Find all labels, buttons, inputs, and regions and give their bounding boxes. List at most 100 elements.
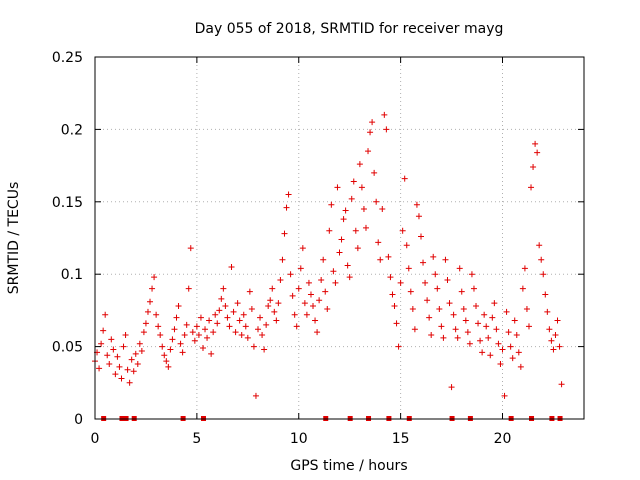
data-point bbox=[138, 347, 145, 354]
data-point bbox=[128, 356, 135, 363]
data-point bbox=[401, 175, 408, 182]
data-point bbox=[542, 291, 549, 298]
data-point bbox=[224, 314, 231, 321]
data-point bbox=[305, 279, 312, 286]
data-point bbox=[528, 184, 535, 191]
data-point bbox=[232, 329, 239, 336]
data-point bbox=[389, 291, 396, 298]
data-point bbox=[509, 355, 516, 362]
data-point bbox=[287, 271, 294, 278]
data-point bbox=[202, 326, 209, 333]
axis-tick-labels: 0 5 10 15 20 0 0.05 0.1 0.15 0.2 0.25 bbox=[52, 50, 512, 447]
data-point bbox=[134, 360, 141, 367]
data-point bbox=[326, 227, 333, 234]
data-point bbox=[242, 323, 249, 330]
data-point bbox=[454, 334, 461, 341]
data-point bbox=[226, 323, 233, 330]
data-point bbox=[495, 340, 502, 347]
data-point bbox=[142, 320, 149, 327]
data-point bbox=[246, 288, 253, 295]
data-point bbox=[181, 332, 188, 339]
data-points bbox=[92, 111, 565, 399]
data-point bbox=[171, 326, 178, 333]
data-point bbox=[267, 297, 274, 304]
data-point bbox=[523, 305, 530, 312]
data-point bbox=[489, 314, 496, 321]
data-point bbox=[538, 256, 545, 263]
data-point bbox=[169, 336, 176, 343]
data-point bbox=[163, 358, 170, 365]
chart-title: Day 055 of 2018, SRMTID for receiver may… bbox=[195, 21, 504, 37]
data-point bbox=[470, 285, 477, 292]
data-point bbox=[244, 334, 251, 341]
data-point bbox=[102, 311, 109, 318]
data-point bbox=[112, 371, 119, 378]
data-point bbox=[187, 245, 194, 252]
data-point bbox=[110, 346, 117, 353]
data-point bbox=[477, 337, 484, 344]
data-point bbox=[147, 298, 154, 305]
data-point bbox=[291, 311, 298, 318]
data-point bbox=[387, 274, 394, 281]
data-point bbox=[532, 140, 539, 147]
data-point bbox=[446, 300, 453, 307]
data-point bbox=[507, 343, 514, 350]
data-point bbox=[556, 343, 563, 350]
data-point bbox=[118, 375, 125, 382]
data-point bbox=[334, 184, 341, 191]
data-point bbox=[255, 326, 261, 333]
data-point bbox=[452, 326, 459, 333]
data-point bbox=[250, 343, 257, 350]
data-point bbox=[265, 303, 272, 310]
data-point bbox=[462, 317, 469, 324]
data-point bbox=[96, 365, 103, 372]
data-point bbox=[558, 381, 565, 388]
data-point bbox=[122, 332, 129, 339]
data-point bbox=[120, 343, 127, 350]
data-point bbox=[261, 346, 268, 353]
data-point bbox=[275, 300, 282, 307]
data-point bbox=[440, 334, 447, 341]
data-point bbox=[546, 326, 553, 333]
data-point bbox=[395, 343, 402, 350]
data-point bbox=[344, 262, 351, 269]
data-point bbox=[418, 233, 424, 240]
y-axis-label: SRMTID / TECUs bbox=[6, 182, 22, 295]
data-point bbox=[240, 311, 247, 318]
data-point bbox=[324, 305, 331, 312]
data-point bbox=[320, 256, 327, 263]
data-point bbox=[485, 334, 492, 341]
data-point bbox=[132, 350, 139, 357]
y-tick-label: 0.05 bbox=[52, 340, 83, 356]
data-point bbox=[336, 249, 343, 256]
data-point bbox=[536, 242, 543, 249]
plot-frame bbox=[94, 56, 585, 420]
data-point bbox=[548, 337, 555, 344]
data-point bbox=[269, 285, 276, 292]
data-point bbox=[332, 279, 339, 286]
data-point bbox=[310, 303, 317, 310]
data-point bbox=[208, 350, 215, 357]
data-point bbox=[385, 253, 392, 260]
data-point bbox=[375, 239, 382, 246]
data-point bbox=[424, 297, 431, 304]
data-point bbox=[354, 245, 361, 252]
data-point bbox=[458, 288, 465, 295]
data-point bbox=[106, 360, 113, 367]
y-tick-label: 0 bbox=[74, 412, 83, 428]
data-point bbox=[426, 314, 433, 321]
data-point bbox=[407, 288, 414, 295]
data-point bbox=[350, 178, 357, 185]
data-point bbox=[297, 265, 304, 272]
data-point bbox=[362, 224, 369, 231]
data-point bbox=[367, 129, 374, 136]
data-point bbox=[499, 346, 506, 353]
x-tick-label: 20 bbox=[494, 431, 512, 447]
data-point bbox=[318, 276, 325, 283]
data-point bbox=[365, 148, 372, 155]
data-point bbox=[397, 279, 404, 286]
data-point bbox=[525, 323, 532, 330]
data-point bbox=[301, 300, 308, 307]
x-tick-label: 15 bbox=[392, 431, 410, 447]
data-point bbox=[432, 271, 439, 278]
